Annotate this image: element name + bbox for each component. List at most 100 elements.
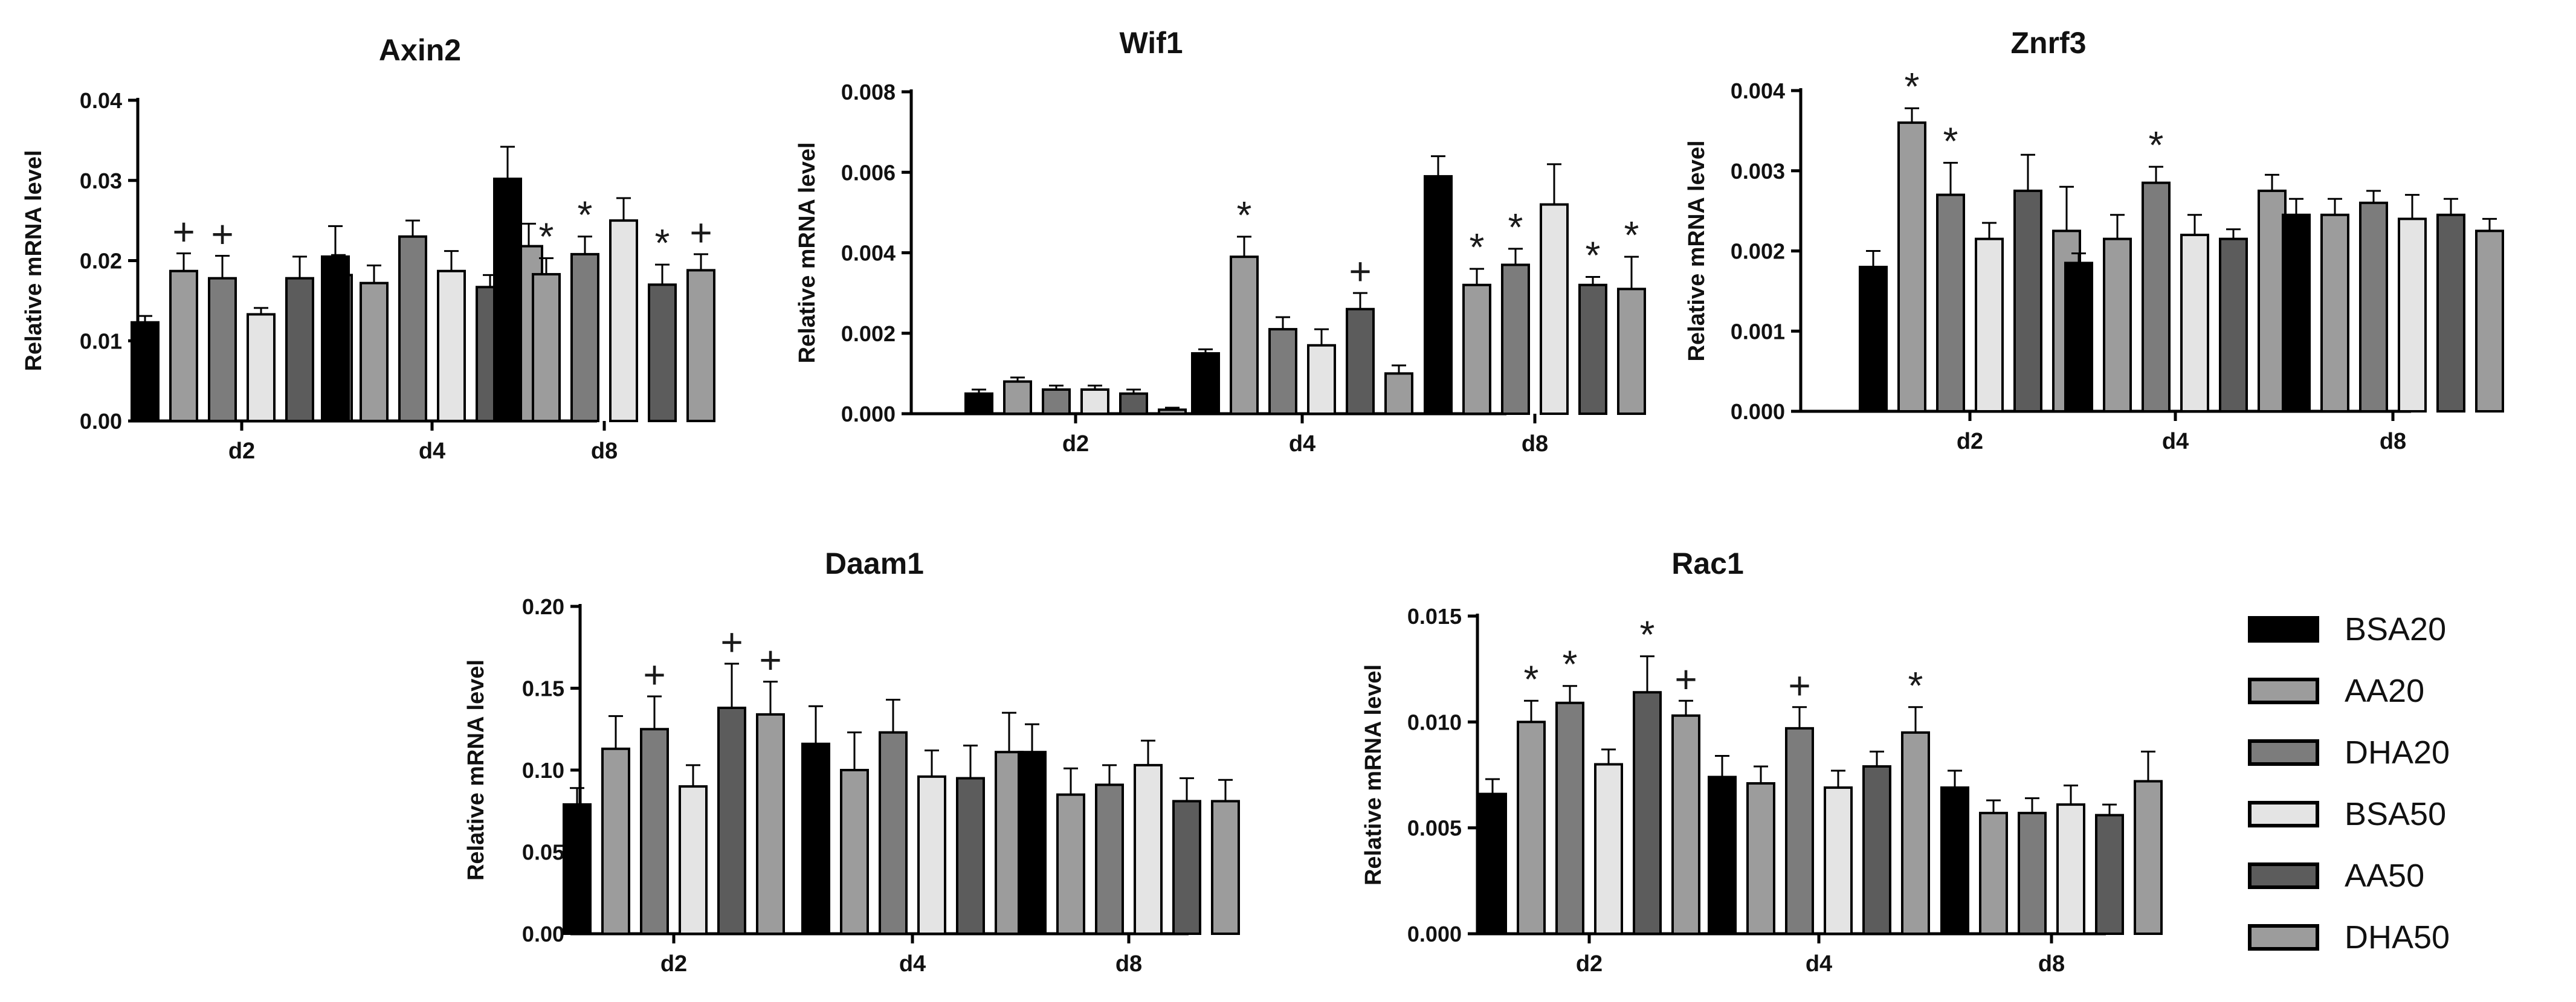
bar-znrf3-bsa50-d2 bbox=[1975, 237, 2004, 413]
legend-item-bsa20: BSA20 bbox=[2248, 604, 2450, 655]
bar-znrf3-aa20-d4 bbox=[2103, 237, 2132, 413]
bar-rac1-aa20-d4 bbox=[1746, 782, 1775, 935]
bar-axin2-dha20-d2 bbox=[208, 277, 237, 422]
bar-wif1-bsa20-d2 bbox=[964, 392, 993, 415]
significance-mark-znrf3: * bbox=[1943, 119, 1958, 162]
bar-wif1-bsa50-d2 bbox=[1080, 388, 1109, 416]
bar-znrf3-dha20-d8 bbox=[2359, 201, 2388, 413]
bar-rac1-dha20-d8 bbox=[2018, 812, 2047, 935]
bar-wif1-aa50-d2 bbox=[1119, 392, 1148, 415]
bar-znrf3-dha50-d4 bbox=[2258, 189, 2287, 413]
legend-item-dha50: DHA50 bbox=[2248, 912, 2450, 963]
bar-wif1-bsa20-d8 bbox=[1424, 175, 1453, 415]
significance-mark-axin2: + bbox=[689, 211, 712, 254]
bar-axin2-bsa20-d2 bbox=[131, 321, 160, 423]
bar-wif1-dha20-d2 bbox=[1042, 388, 1071, 416]
y-tick-label-znrf3: 0.004 bbox=[1731, 79, 1785, 103]
x-tick-label-rac1: d2 bbox=[1576, 951, 1603, 977]
chart-title-znrf3: Znrf3 bbox=[2011, 26, 2087, 60]
legend-label-aa50: AA50 bbox=[2345, 858, 2425, 894]
bar-rac1-bsa20-d4 bbox=[1708, 776, 1737, 936]
legend-swatch-dha50 bbox=[2248, 924, 2319, 951]
y-axis-label-wif1: Relative mRNA level bbox=[795, 142, 820, 363]
bar-axin2-bsa50-d4 bbox=[437, 269, 466, 422]
bar-daam1-dha50-d8 bbox=[1211, 800, 1240, 935]
bar-daam1-aa20-d8 bbox=[1056, 793, 1085, 936]
bar-wif1-bsa20-d4 bbox=[1191, 352, 1220, 415]
bar-axin2-aa20-d8 bbox=[532, 273, 561, 422]
legend-swatch-bsa20 bbox=[2248, 616, 2319, 643]
bar-znrf3-dha20-d2 bbox=[1936, 193, 1965, 413]
bar-daam1-dha20-d2 bbox=[640, 728, 669, 935]
y-tick-label-daam1: 0.15 bbox=[522, 676, 564, 701]
x-tick-label-axin2: d2 bbox=[228, 438, 255, 464]
bar-axin2-dha50-d8 bbox=[686, 269, 715, 422]
bar-znrf3-aa50-d8 bbox=[2436, 213, 2465, 413]
bar-daam1-dha50-d2 bbox=[756, 713, 785, 935]
bar-axin2-bsa20-d8 bbox=[493, 178, 522, 422]
significance-mark-znrf3: * bbox=[2149, 123, 2164, 167]
significance-mark-rac1: * bbox=[1640, 613, 1655, 657]
x-tick-label-rac1: d8 bbox=[2038, 951, 2065, 977]
bar-daam1-dha20-d8 bbox=[1095, 783, 1124, 936]
x-tick-label-daam1: d4 bbox=[899, 951, 926, 977]
bar-daam1-aa50-d8 bbox=[1172, 800, 1201, 935]
x-tick-label-daam1: d8 bbox=[1115, 951, 1142, 977]
significance-mark-wif1: * bbox=[1470, 225, 1485, 269]
bar-axin2-aa20-d2 bbox=[169, 269, 198, 422]
bar-axin2-aa50-d8 bbox=[648, 283, 677, 423]
x-tick-label-axin2: d8 bbox=[591, 438, 618, 464]
bar-axin2-bsa20-d4 bbox=[321, 255, 350, 422]
legend-label-dha20: DHA20 bbox=[2345, 734, 2450, 771]
bar-axin2-dha20-d8 bbox=[570, 252, 599, 422]
bar-axin2-dha20-d4 bbox=[398, 235, 427, 422]
bar-znrf3-dha50-d8 bbox=[2475, 230, 2504, 413]
legend-label-aa20: AA20 bbox=[2345, 673, 2425, 709]
bar-daam1-bsa50-d2 bbox=[679, 785, 708, 935]
bar-znrf3-bsa50-d8 bbox=[2398, 217, 2427, 413]
chart-title-axin2: Axin2 bbox=[379, 33, 461, 67]
legend-swatch-aa20 bbox=[2248, 678, 2319, 704]
legend: BSA20 AA20 DHA20 BSA50 AA50 DHA50 bbox=[2248, 604, 2450, 974]
bar-rac1-dha50-d2 bbox=[1671, 714, 1700, 936]
bar-rac1-dha50-d8 bbox=[2134, 780, 2163, 936]
legend-swatch-bsa50 bbox=[2248, 801, 2319, 827]
bar-axin2-bsa50-d2 bbox=[247, 313, 276, 422]
y-tick-label-wif1: 0.004 bbox=[841, 241, 896, 266]
y-axis-label-daam1: Relative mRNA level bbox=[463, 660, 489, 881]
bar-daam1-bsa20-d4 bbox=[801, 742, 830, 935]
bar-wif1-aa20-d2 bbox=[1003, 380, 1032, 416]
chart-title-daam1: Daam1 bbox=[825, 547, 924, 580]
bar-znrf3-dha20-d4 bbox=[2142, 181, 2171, 413]
significance-mark-axin2: * bbox=[655, 221, 670, 265]
y-tick-label-znrf3: 0.000 bbox=[1731, 399, 1785, 424]
significance-mark-rac1: + bbox=[1674, 657, 1697, 701]
bar-wif1-dha50-d4 bbox=[1384, 372, 1413, 415]
y-tick-label-rac1: 0.015 bbox=[1407, 604, 1462, 629]
bar-rac1-aa20-d8 bbox=[1979, 812, 2008, 935]
bar-wif1-dha20-d8 bbox=[1501, 263, 1530, 415]
significance-mark-wif1: * bbox=[1624, 213, 1639, 257]
y-tick-label-axin2: 0.02 bbox=[80, 249, 122, 274]
y-tick-label-znrf3: 0.003 bbox=[1731, 159, 1785, 184]
bar-znrf3-aa20-d2 bbox=[1897, 121, 1926, 413]
x-tick-label-wif1: d2 bbox=[1062, 431, 1089, 457]
bar-wif1-aa20-d4 bbox=[1230, 255, 1259, 415]
x-tick-label-znrf3: d4 bbox=[2162, 429, 2189, 454]
bar-rac1-aa50-d8 bbox=[2095, 814, 2124, 936]
bar-daam1-bsa20-d8 bbox=[1018, 751, 1047, 935]
bar-znrf3-aa50-d4 bbox=[2219, 237, 2248, 413]
bar-daam1-bsa50-d8 bbox=[1134, 763, 1163, 935]
x-tick-label-znrf3: d2 bbox=[1957, 429, 1983, 454]
y-tick-label-axin2: 0.03 bbox=[80, 169, 122, 193]
y-tick-label-znrf3: 0.002 bbox=[1731, 239, 1785, 264]
bar-rac1-bsa20-d8 bbox=[1940, 786, 1969, 936]
x-tick-label-wif1: d4 bbox=[1289, 431, 1315, 457]
y-tick-label-znrf3: 0.001 bbox=[1731, 319, 1785, 344]
bar-wif1-dha50-d2 bbox=[1158, 408, 1187, 416]
y-axis-label-axin2: Relative mRNA level bbox=[21, 150, 47, 371]
bar-rac1-aa50-d4 bbox=[1862, 765, 1891, 936]
bar-rac1-bsa50-d4 bbox=[1824, 786, 1853, 936]
significance-mark-rac1: * bbox=[1908, 664, 1923, 707]
